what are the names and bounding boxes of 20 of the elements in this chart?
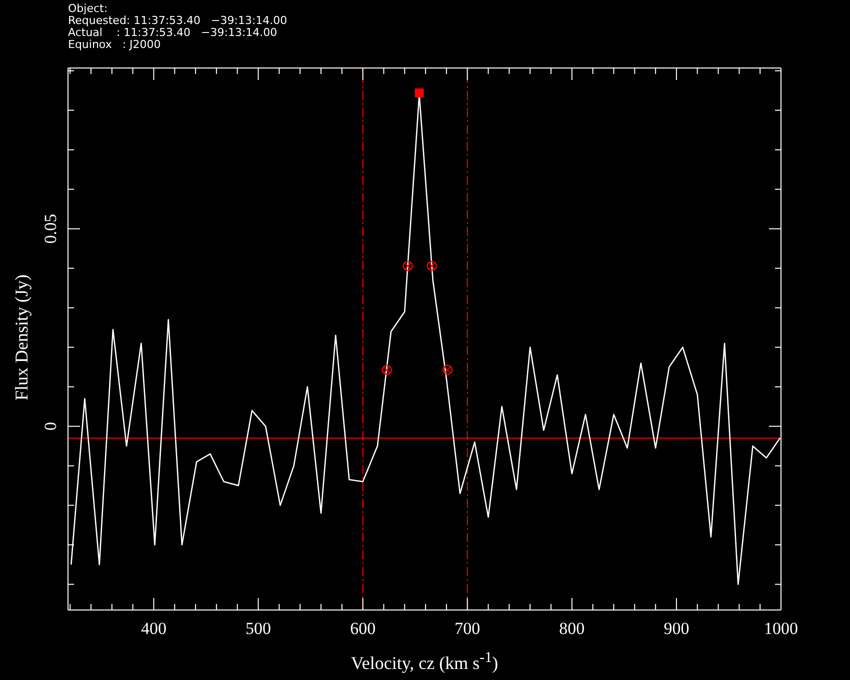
point	[402, 260, 413, 272]
point	[382, 364, 392, 375]
x-tick-label: 600	[350, 619, 376, 638]
x-tick-label: 700	[454, 619, 480, 638]
point	[442, 364, 453, 375]
y-tick-label: 0	[41, 422, 60, 431]
text: Requested: 11:37:53.40 −39:13:14.00	[68, 14, 288, 27]
point	[414, 88, 424, 98]
y-axis-title: Flux Density (Jy)	[12, 274, 32, 402]
x-tick-label: 800	[559, 619, 585, 638]
point	[426, 260, 437, 272]
x-tick-label: 900	[664, 619, 690, 638]
text: Equinox : J2000	[68, 38, 162, 51]
x-tick-label: 400	[140, 619, 166, 638]
text: Actual : 11:37:53.40 −39:13:14.00	[68, 26, 278, 39]
x-axis-title: Velocity, cz (km s$^{-1}$)	[350, 650, 500, 674]
x-tick-label: 1000	[764, 619, 798, 638]
x-tick-label: 500	[246, 619, 272, 638]
y-tick-label: 0.05	[41, 214, 60, 244]
text: Object:	[68, 2, 109, 15]
